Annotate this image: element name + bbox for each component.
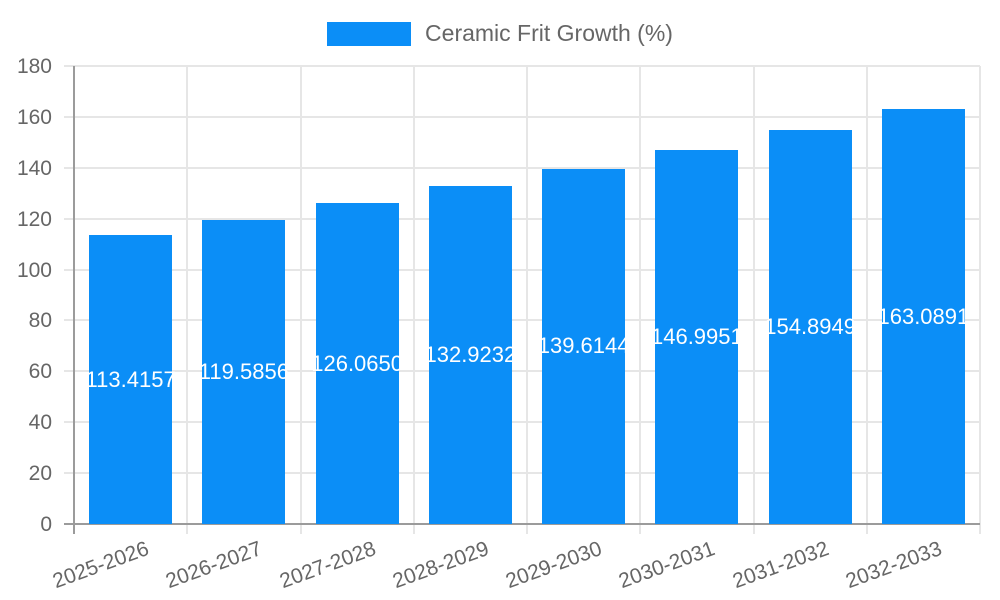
bar [89, 235, 173, 524]
gridline-h [64, 217, 980, 220]
gridline-v [526, 66, 528, 534]
bar-value-label: 119.5856 [198, 358, 289, 384]
bar-value-label: 154.8949 [764, 313, 857, 339]
y-axis-tick-label: 180 [16, 55, 52, 78]
x-axis-tick-label: 2027-2028 [276, 537, 379, 594]
gridline-h [64, 115, 980, 118]
bar-value-label: 146.9951 [650, 323, 743, 349]
gridline-v [865, 66, 868, 534]
gridline-v [186, 66, 189, 534]
legend-swatch[interactable] [327, 21, 412, 46]
x-axis-tick-label: 2031-2032 [729, 537, 832, 594]
x-axis-tick-label: 2030-2031 [616, 537, 719, 594]
x-axis-tick-label: 2026-2027 [163, 537, 266, 594]
bar-value-label: 163.0891 [877, 303, 970, 329]
x-axis-tick-label: 2025-2026 [49, 537, 153, 594]
y-axis-tick-label: 120 [16, 207, 52, 231]
bar [202, 219, 286, 524]
y-axis-tick-label: 20 [28, 462, 52, 486]
bar-value-label: 113.4157 [85, 366, 176, 392]
x-axis-line [64, 523, 980, 525]
gridline-h [64, 472, 980, 475]
bar [655, 149, 739, 524]
y-axis-tick-label: 60 [28, 360, 52, 384]
bar [542, 168, 626, 524]
gridline-h [64, 166, 980, 169]
bar [768, 129, 852, 524]
bar-value-label: 132.9232 [424, 341, 517, 367]
x-axis-tick-label: 2029-2030 [502, 537, 606, 594]
bar [881, 109, 965, 524]
gridline-v [412, 66, 415, 534]
gridline-h [64, 268, 980, 271]
gridline-h [64, 319, 980, 322]
legend-label[interactable]: Ceramic Frit Growth (%) [425, 20, 673, 46]
y-axis-tick-label: 140 [16, 156, 52, 180]
gridline-v [299, 66, 302, 534]
gridline-h [64, 65, 980, 67]
y-axis-tick-label: 160 [16, 105, 52, 129]
y-axis-tick-label: 0 [40, 513, 52, 536]
y-axis-tick-label: 100 [16, 258, 52, 282]
bar [428, 185, 512, 524]
gridline-v [639, 66, 642, 534]
gridline-h [64, 370, 980, 373]
y-axis-tick-label: 80 [28, 309, 52, 333]
gridline-v [979, 66, 981, 534]
bar [315, 203, 399, 524]
bar-value-label: 139.6144 [537, 333, 630, 359]
gridline-v [752, 66, 755, 534]
y-axis-tick-label: 40 [28, 411, 52, 435]
gridline-h [64, 421, 980, 424]
y-axis-line [73, 66, 75, 534]
bar-value-label: 126.0650 [311, 350, 404, 376]
x-axis-tick-label: 2028-2029 [389, 537, 492, 594]
x-axis-tick-label: 2032-2033 [842, 537, 945, 594]
legend[interactable]: Ceramic Frit Growth (%) [0, 20, 1000, 47]
